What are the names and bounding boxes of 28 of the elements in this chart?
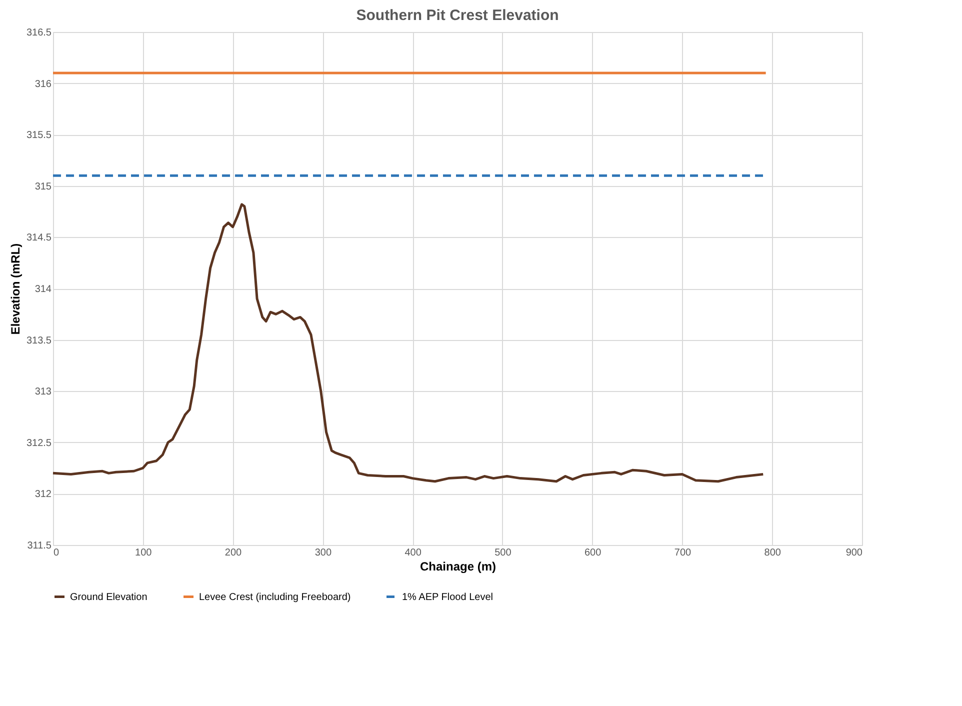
x-tick-label: 600 (584, 548, 602, 558)
x-tick-label: 400 (404, 548, 422, 558)
x-axis-title: Chainage (m) (420, 560, 496, 574)
y-tick-label: 314 (34, 284, 52, 295)
y-tick-label: 312 (34, 489, 52, 500)
x-tick-label: 500 (494, 548, 512, 558)
y-tick-label: 311.5 (27, 540, 52, 552)
chart-title: Southern Pit Crest Elevation (356, 7, 559, 24)
x-tick-label: 700 (674, 548, 692, 558)
x-tick-label: 200 (224, 548, 242, 558)
y-tick-label: 313.5 (26, 335, 52, 346)
y-tick-label: 315.5 (26, 130, 52, 142)
x-tick-label: 800 (764, 548, 782, 558)
y-tick-label: 312.5 (26, 438, 52, 449)
legend-label: Levee Crest (including Freeboard) (199, 592, 351, 603)
line-series (52, 203, 764, 483)
y-tick-label: 316.5 (26, 28, 52, 38)
legend-label: 1% AEP Flood Level (402, 592, 493, 603)
x-tick-label: 0 (54, 548, 60, 558)
y-axis-title: Elevation (mRL) (8, 243, 22, 335)
x-tick-label: 300 (314, 548, 332, 558)
y-tick-label: 314.5 (26, 232, 52, 244)
x-tick-label: 900 (846, 548, 863, 558)
legend-label: Ground Elevation (70, 592, 148, 603)
x-tick-label: 100 (135, 548, 152, 558)
y-tick-label: 316 (34, 78, 52, 90)
y-tick-label: 315 (34, 181, 52, 192)
y-tick-label: 313 (34, 386, 52, 398)
